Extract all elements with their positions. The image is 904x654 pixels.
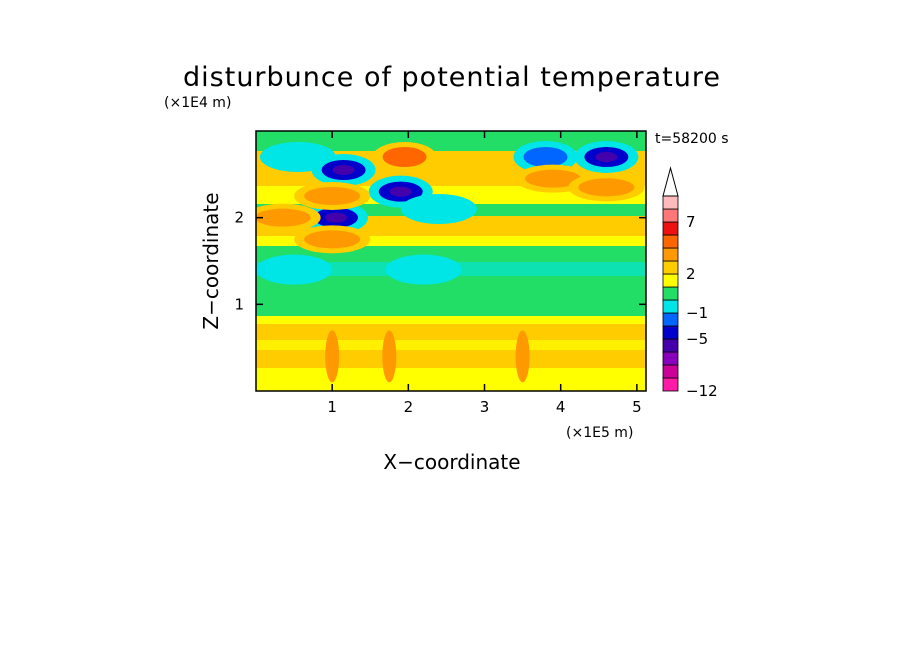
colorbar-swatch [662,273,679,288]
contour-blob [256,208,311,227]
x-tick-label: 2 [404,398,414,416]
x-tick-label: 5 [632,398,642,416]
contour-core [324,212,347,223]
y-tick-label: 1 [234,295,244,313]
x-axis: 1 2 3 4 5 [327,131,642,416]
x-tick-label: 1 [327,398,337,416]
colorbar-swatch [662,221,679,236]
colorbar-swatch [662,208,679,223]
contour-core [389,186,412,197]
colorbar-swatch [662,351,679,366]
contour-blob [410,200,467,218]
y-scale-label: (×1E4 m) [164,95,231,111]
colorbar-tick-label: 2 [686,265,696,283]
contour-blob [382,147,427,167]
x-tick-label: 3 [480,398,490,416]
contour-features [256,141,645,383]
chart-title: disturbunce of potential temperature [183,62,721,93]
colorbar-swatch [662,299,679,314]
colorbar-swatch [662,325,679,340]
x-axis-label: X−coordinate [383,450,520,474]
colorbar-swatch [662,195,679,210]
colorbar-swatch [662,286,679,301]
y-axis: 12 [234,209,646,313]
colorbar-tick-label: 7 [686,213,696,231]
time-label: t=58200 s [655,131,729,147]
contour-blob [523,147,568,167]
y-tick-label: 2 [234,209,244,227]
x-tick-label: 4 [556,398,566,416]
colorbar-swatch [662,377,679,392]
contour-blob [325,330,340,383]
contour-blob [266,260,323,279]
contour-blob [304,230,361,249]
contour-core [332,165,355,175]
contour-blob [269,148,326,166]
colorbar-swatch [662,260,679,275]
y-axis-label: Z−coordinate [199,192,223,329]
contour-blob [525,169,582,188]
colorbar-tick-label: −12 [686,382,718,400]
contour-core [595,152,618,162]
colorbar-swatch [662,234,679,249]
contour-blob [578,178,635,197]
x-scale-label: (×1E5 m) [566,425,633,441]
contour-blob [382,330,397,383]
contour-blob [395,260,452,279]
contour-blob [304,187,361,205]
colorbar-swatch [662,338,679,353]
colorbar-tick-label: −1 [686,304,708,322]
colorbar-extend-arrow [662,166,679,197]
plot-frame [255,130,647,392]
colorbar-tick-label: −5 [686,330,708,348]
colorbar: −12−5−127 [662,166,718,400]
contour-blob [515,330,530,383]
colorbar-swatch [662,247,679,262]
colorbar-swatch [662,312,679,327]
colorbar-swatch [662,364,679,379]
